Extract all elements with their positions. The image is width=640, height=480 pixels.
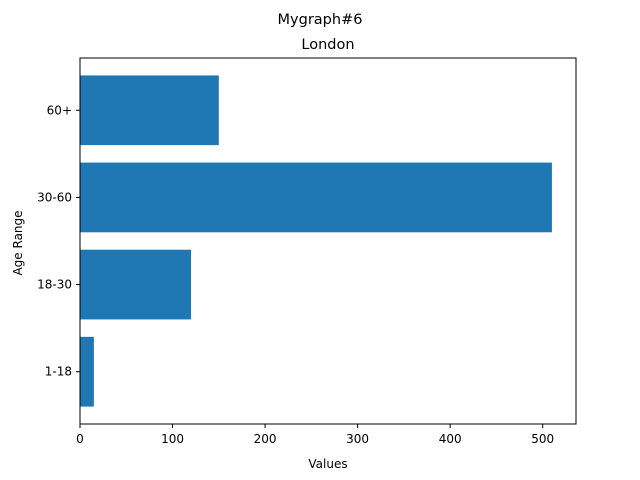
y-tick-label: 18-30 <box>37 278 72 292</box>
y-tick-label: 60+ <box>47 103 72 117</box>
x-tick-label: 200 <box>254 432 277 446</box>
y-tick-label: 1-18 <box>45 365 72 379</box>
y-ticks-group: 1-18 18-30 30-60 60+ <box>37 103 80 379</box>
chart-suptitle: Mygraph#6 <box>278 12 363 28</box>
bars-group <box>80 75 552 407</box>
bar-1-18 <box>80 336 94 407</box>
y-axis-label: Age Range <box>11 210 25 275</box>
x-axis-label: Values <box>308 457 347 471</box>
x-tick-label: 0 <box>76 432 84 446</box>
plot-frame <box>79 57 577 425</box>
x-tick-label: 100 <box>161 432 184 446</box>
bar-60+ <box>80 75 219 146</box>
x-tick-label: 300 <box>346 432 369 446</box>
bar-18-30 <box>80 249 192 320</box>
bar-30-60 <box>80 162 552 233</box>
y-tick-label: 30-60 <box>37 190 72 204</box>
x-tick-label: 500 <box>531 432 554 446</box>
x-ticks-group: 0 100 200 300 400 500 <box>76 424 554 446</box>
chart-title: London <box>301 37 354 53</box>
x-tick-label: 400 <box>439 432 462 446</box>
